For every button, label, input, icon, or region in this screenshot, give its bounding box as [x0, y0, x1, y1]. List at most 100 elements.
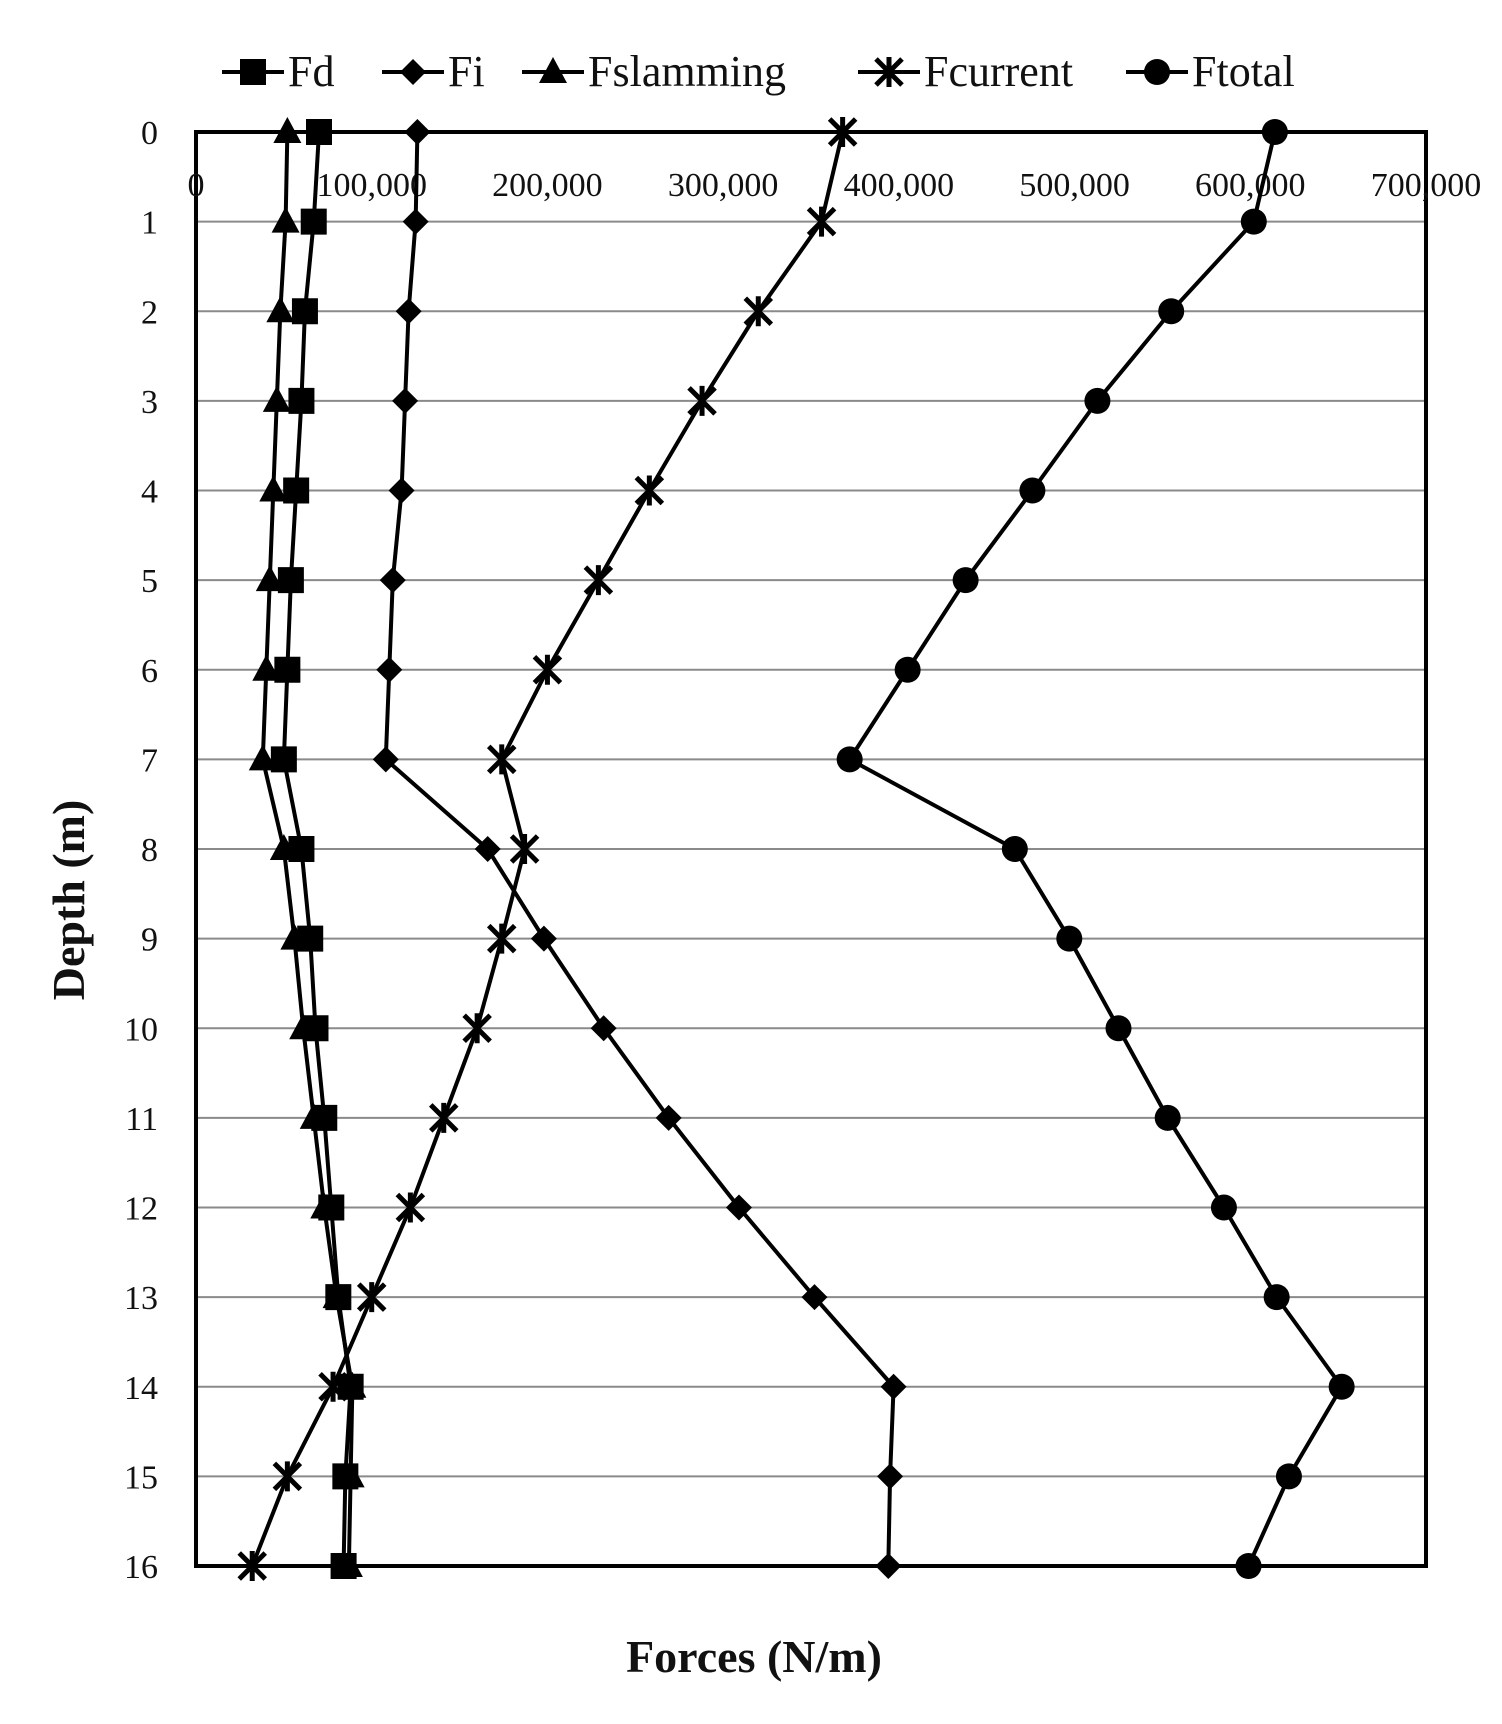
data-point-fcurrent [356, 1282, 387, 1313]
data-point-fcurrent [634, 475, 665, 506]
data-point-fcurrent [532, 654, 563, 685]
data-point-fslamming [259, 475, 288, 502]
data-point-fi [474, 836, 501, 862]
legend-marker-fcurrent [874, 57, 904, 87]
x-tick-label: 400,000 [844, 167, 955, 204]
data-point-fslamming [271, 206, 300, 233]
legend-item-fcurrent: Fcurrent [858, 47, 1073, 96]
data-point-fslamming [255, 565, 284, 592]
y-tick-label: 13 [124, 1280, 158, 1317]
data-point-ftotal [1019, 477, 1046, 504]
data-point-fcurrent [486, 923, 517, 954]
data-point-ftotal [1001, 836, 1028, 862]
y-tick-label: 12 [124, 1191, 158, 1228]
x-tick-label: 500,000 [1019, 167, 1130, 204]
data-point-ftotal [1084, 387, 1111, 414]
x-tick-label: 700,000 [1371, 167, 1482, 204]
data-point-ftotal [1210, 1194, 1237, 1221]
data-point-ftotal [1056, 925, 1083, 952]
x-tick-label: 100,000 [316, 167, 427, 204]
data-point-fslamming [334, 1551, 363, 1577]
data-point-fcurrent [462, 1013, 492, 1044]
data-point-fi [404, 119, 431, 145]
data-point-fi [875, 1553, 902, 1579]
data-point-ftotal [1105, 1015, 1132, 1042]
data-point-ftotal [1158, 298, 1185, 325]
legend-label-fi: Fi [448, 47, 485, 96]
data-point-fslamming [273, 117, 302, 143]
data-point-fcurrent [827, 117, 858, 147]
y-tick-label: 1 [141, 205, 158, 242]
data-point-fcurrent [486, 744, 517, 775]
data-point-fi [376, 656, 403, 683]
y-tick-label: 7 [141, 742, 158, 779]
legend-item-fi: Fi [382, 47, 485, 96]
y-tick-label: 15 [124, 1459, 158, 1496]
data-point-fi [402, 208, 429, 235]
y-tick-label: 8 [141, 832, 158, 869]
legend-item-fslamming: Fslamming [522, 47, 786, 96]
data-point-fslamming [299, 1102, 328, 1129]
data-point-fd [283, 477, 310, 504]
legend-marker-fi [400, 59, 426, 85]
data-point-fcurrent [743, 296, 774, 327]
data-point-fslamming [266, 296, 295, 323]
x-tick-label: 300,000 [668, 167, 779, 204]
data-point-fi [372, 746, 399, 773]
data-point-fcurrent [583, 565, 614, 596]
plot-area-border [194, 130, 1428, 1568]
y-tick-label: 2 [141, 294, 158, 331]
y-tick-label: 14 [124, 1370, 158, 1407]
x-tick-label: 0 [188, 167, 205, 204]
data-point-fd [300, 208, 327, 235]
y-tick-label: 10 [124, 1011, 158, 1048]
data-point-fcurrent [806, 206, 837, 237]
data-point-fi [379, 567, 406, 594]
legend-label-ftotal: Ftotal [1192, 47, 1295, 96]
data-point-fslamming [336, 1461, 365, 1488]
legend-label-fslamming: Fslamming [588, 47, 786, 96]
data-point-fi [725, 1194, 752, 1221]
data-point-fslamming [322, 1282, 351, 1309]
data-point-fd [291, 298, 318, 325]
data-point-fslamming [280, 923, 309, 950]
data-point-fcurrent [395, 1192, 426, 1223]
gridlines [196, 131, 1426, 1567]
data-point-fcurrent [428, 1102, 459, 1133]
data-point-fcurrent [318, 1371, 348, 1402]
y-tick-label: 3 [141, 384, 158, 421]
legend-item-fd: Fd [222, 47, 334, 96]
data-point-fslamming [252, 654, 281, 681]
legend-marker-fd [240, 59, 266, 85]
data-point-ftotal [894, 656, 921, 683]
y-tick-label: 4 [141, 474, 158, 511]
series [237, 117, 1355, 1581]
y-tick-label: 11 [125, 1101, 158, 1138]
data-point-fi [880, 1373, 907, 1400]
data-point-ftotal [1275, 1463, 1302, 1490]
data-point-fslamming [269, 834, 298, 860]
x-tick-label: 200,000 [492, 167, 603, 204]
series-fslamming [248, 117, 367, 1577]
data-point-fi [530, 925, 557, 952]
series-ftotal [836, 119, 1355, 1579]
data-point-ftotal [1328, 1373, 1355, 1400]
x-tick-label: 600,000 [1195, 167, 1306, 204]
data-point-fd [288, 387, 315, 414]
data-point-fi [655, 1104, 682, 1131]
y-tick-label: 5 [141, 563, 158, 600]
data-point-fslamming [338, 1371, 367, 1398]
legend-label-fd: Fd [288, 47, 334, 96]
data-point-ftotal [1235, 1553, 1262, 1579]
data-point-fcurrent [509, 834, 540, 864]
legend: Fd Fi Fslamming Fcurrent Ftotal [222, 47, 1295, 96]
y-tick-label: 16 [124, 1549, 158, 1586]
series-fi [372, 119, 907, 1579]
data-point-fcurrent [272, 1461, 303, 1492]
data-point-fi [395, 298, 422, 325]
data-point-ftotal [952, 567, 979, 594]
legend-item-ftotal: Ftotal [1126, 47, 1295, 96]
